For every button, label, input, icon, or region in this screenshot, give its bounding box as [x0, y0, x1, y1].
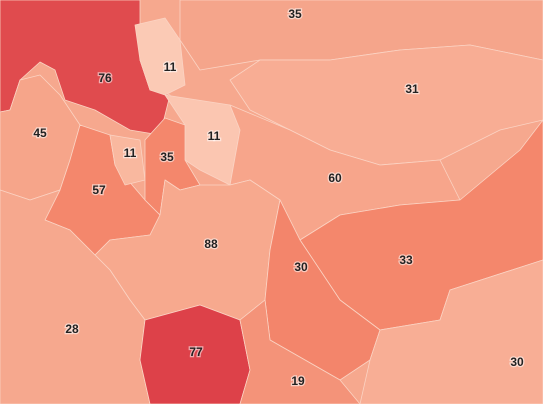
region-label: 33 — [399, 253, 413, 267]
region-label: 35 — [160, 150, 174, 164]
region-label: 30 — [294, 260, 308, 274]
region-label: 30 — [510, 355, 524, 369]
region-label: 60 — [328, 171, 342, 185]
region-label: 28 — [65, 322, 79, 336]
region-label: 76 — [98, 71, 112, 85]
region — [239, 299, 361, 404]
region-label: 11 — [208, 129, 221, 143]
region-label: 57 — [92, 183, 106, 197]
region-label: 11 — [164, 60, 177, 74]
region — [359, 259, 543, 404]
region-label: 88 — [204, 237, 218, 251]
region-label: 77 — [189, 345, 203, 359]
region — [229, 44, 543, 166]
region-label: 45 — [33, 126, 47, 140]
region-label: 31 — [405, 82, 419, 96]
region-label: 19 — [291, 374, 305, 388]
region-label: 35 — [288, 7, 302, 21]
region-label: 11 — [124, 146, 137, 160]
region — [109, 134, 146, 186]
region — [0, 189, 151, 404]
region — [134, 17, 186, 96]
region — [264, 199, 381, 381]
region-labels: 35 11 76 31 45 11 35 11 60 57 88 30 33 2… — [32, 6, 525, 390]
